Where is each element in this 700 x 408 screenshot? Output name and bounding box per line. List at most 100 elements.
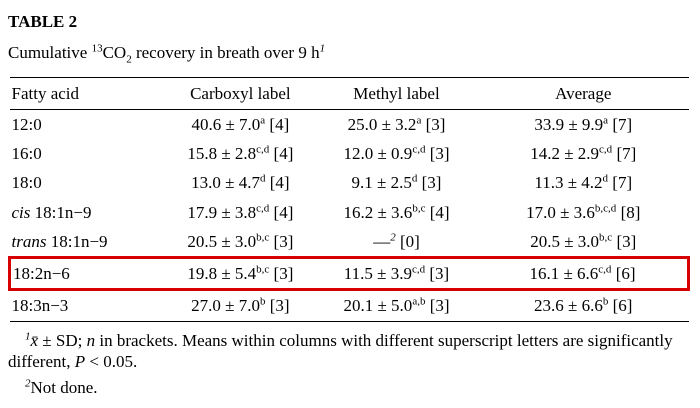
carboxyl-cell: 27.0 ± 7.0b [3] [166, 290, 315, 321]
mean-sd-value: 16.1 ± 6.6 [529, 264, 599, 283]
mean-sd-value: 19.8 ± 5.4 [187, 264, 257, 283]
fatty-acid-cell: 16:0 [10, 139, 166, 168]
significance-superscript: a [603, 114, 609, 127]
fatty-acid-cell: trans 18:1n−9 [10, 227, 166, 258]
caption-text-start: Cumulative [8, 43, 92, 63]
mean-sd-value: 16.2 ± 3.6 [343, 202, 413, 222]
n-bracket: [4] [269, 114, 290, 134]
significance-superscript: b [259, 295, 266, 308]
fatty-acid-cell: 12:0 [10, 109, 166, 139]
mean-sd-value: 9.1 ± 2.5 [351, 173, 412, 193]
average-cell: 16.1 ± 6.6c,d [6] [477, 255, 690, 292]
methyl-cell: 16.2 ± 3.6b,c [4] [315, 198, 478, 227]
n-bracket: [3] [269, 296, 290, 316]
methyl-cell: 12.0 ± 0.9c,d [3] [315, 139, 478, 168]
p-symbol: P [74, 351, 86, 371]
n-bracket: [3] [616, 231, 637, 251]
mean-sd-value: 25.0 ± 3.2 [347, 114, 417, 134]
methyl-cell: 9.1 ± 2.5d [3] [315, 168, 478, 197]
mean-sd-value: 13.0 ± 4.7 [191, 173, 260, 193]
table-title: TABLE 2 [8, 12, 78, 31]
mean-sd-value: 20.5 ± 3.0 [187, 231, 257, 251]
mean-sd-value: 20.1 ± 5.0 [343, 296, 413, 316]
significance-superscript: a [416, 114, 422, 127]
mean-sd-value: 23.6 ± 6.6 [534, 296, 603, 316]
carboxyl-cell: 19.8 ± 5.4b,c [3] [165, 255, 316, 292]
n-bracket: [0] [399, 231, 420, 251]
significance-superscript: a [260, 114, 266, 127]
fatty-acid-name: 18:2n−6 [13, 264, 70, 283]
fatty-acid-name: 18:1n−9 [50, 231, 108, 251]
molecule-text: CO [102, 43, 127, 63]
fatty-acid-name: 18:3n−3 [11, 296, 69, 316]
col-header-carboxyl-label: Carboxyl label [165, 77, 316, 110]
not-done-dash: — [373, 231, 391, 251]
n-bracket: [7] [616, 144, 637, 163]
fatty-acid-cell: 18:2n−6 [7, 255, 166, 292]
mean-sd-value: 15.8 ± 2.8 [187, 144, 257, 163]
n-bracket: [3] [273, 231, 294, 251]
mean-sd-value: 12.0 ± 0.9 [343, 144, 413, 163]
row-18-0: 18:0 13.0 ± 4.7d [4] 9.1 ± 2.5d [3] 11.3… [10, 168, 689, 197]
col-header-average: Average [477, 77, 689, 110]
row-16-0: 16:0 15.8 ± 2.8c,d [4] 12.0 ± 0.9c,d [3]… [10, 139, 689, 168]
page: TABLE 2 Cumulative 13CO2 recovery in bre… [7, 12, 690, 398]
xbar-symbol: x̄ [30, 330, 39, 350]
n-bracket: [7] [612, 173, 633, 193]
significance-superscript: c,d [412, 143, 426, 156]
row-trans-18-1n-9: trans 18:1n−9 20.5 ± 3.0b,c [3] —2 [0] 2… [10, 227, 689, 258]
significance-superscript: d [602, 172, 609, 185]
table-caption: Cumulative 13CO2 recovery in breath over… [8, 42, 690, 66]
caption-footnote-mark: 1 [319, 42, 326, 55]
carboxyl-cell: 15.8 ± 2.8c,d [4] [166, 139, 315, 168]
row-cis-18-1n-9: cis 18:1n−9 17.9 ± 3.8c,d [4] 16.2 ± 3.6… [10, 198, 689, 227]
significance-superscript: d [411, 172, 418, 185]
n-bracket: [3] [429, 144, 450, 163]
significance-superscript: b,c [256, 263, 270, 276]
footnote-2-mark: 2 [25, 377, 31, 390]
col-header-fatty-acid: Fatty acid [9, 77, 166, 110]
molecule-subscript: 2 [126, 53, 132, 66]
footnote-1-text-b: in brackets. Means within columns with d… [8, 330, 673, 371]
significance-superscript: c,d [256, 143, 270, 156]
n-bracket: [4] [429, 202, 450, 222]
mean-sd-value: 14.2 ± 2.9 [530, 144, 600, 163]
mean-sd-value: 17.9 ± 3.8 [187, 202, 257, 222]
mean-sd-value: 11.5 ± 3.9 [343, 264, 412, 283]
significance-superscript: b,c [256, 231, 270, 244]
footnote-2: 2Not done. [8, 377, 690, 398]
average-cell: 20.5 ± 3.0b,c [3] [478, 227, 689, 258]
methyl-cell: 25.0 ± 3.2a [3] [315, 109, 478, 139]
average-cell: 17.0 ± 3.6b,c,d [8] [478, 198, 689, 227]
row-12-0: 12:0 40.6 ± 7.0a [4] 25.0 ± 3.2a [3] 33.… [10, 109, 689, 139]
footnote-1-text-c: < 0.05. [85, 351, 138, 371]
n-bracket: [3] [429, 296, 450, 316]
average-cell: 23.6 ± 6.6b [6] [478, 290, 689, 321]
header-row: Fatty acid Carboxyl label Methyl label A… [9, 77, 689, 110]
isotope-superscript: 13 [91, 42, 103, 55]
significance-superscript: b,c [412, 201, 426, 214]
n-bracket: [6] [612, 296, 633, 316]
n-bracket: [7] [612, 114, 633, 134]
fatty-acid-name: 16:0 [11, 144, 42, 163]
significance-superscript: b [602, 295, 609, 308]
fatty-acid-prefix: cis [11, 202, 35, 222]
n-bracket: [3] [429, 264, 450, 283]
carboxyl-cell: 17.9 ± 3.8c,d [4] [166, 198, 315, 227]
fatty-acid-name: 12:0 [11, 114, 42, 134]
n-bracket: [3] [425, 114, 446, 134]
footnote-2-reference: 2 [390, 231, 396, 244]
mean-sd-value: 40.6 ± 7.0 [191, 114, 261, 134]
average-cell: 14.2 ± 2.9c,d [7] [478, 139, 689, 168]
n-bracket: [3] [421, 173, 442, 193]
significance-superscript: a,b [412, 295, 426, 308]
footnote-1-text-a: ± SD; [38, 330, 87, 350]
average-cell: 33.9 ± 9.9a [7] [478, 109, 689, 139]
n-symbol: n [86, 330, 96, 350]
methyl-cell: 20.1 ± 5.0a,b [3] [315, 290, 478, 321]
fatty-acid-cell: cis 18:1n−9 [10, 198, 166, 227]
mean-sd-value: 11.3 ± 4.2 [534, 173, 603, 193]
carboxyl-cell: 40.6 ± 7.0a [4] [166, 109, 315, 139]
mean-sd-value: 33.9 ± 9.9 [534, 114, 604, 134]
n-bracket: [3] [273, 264, 294, 283]
